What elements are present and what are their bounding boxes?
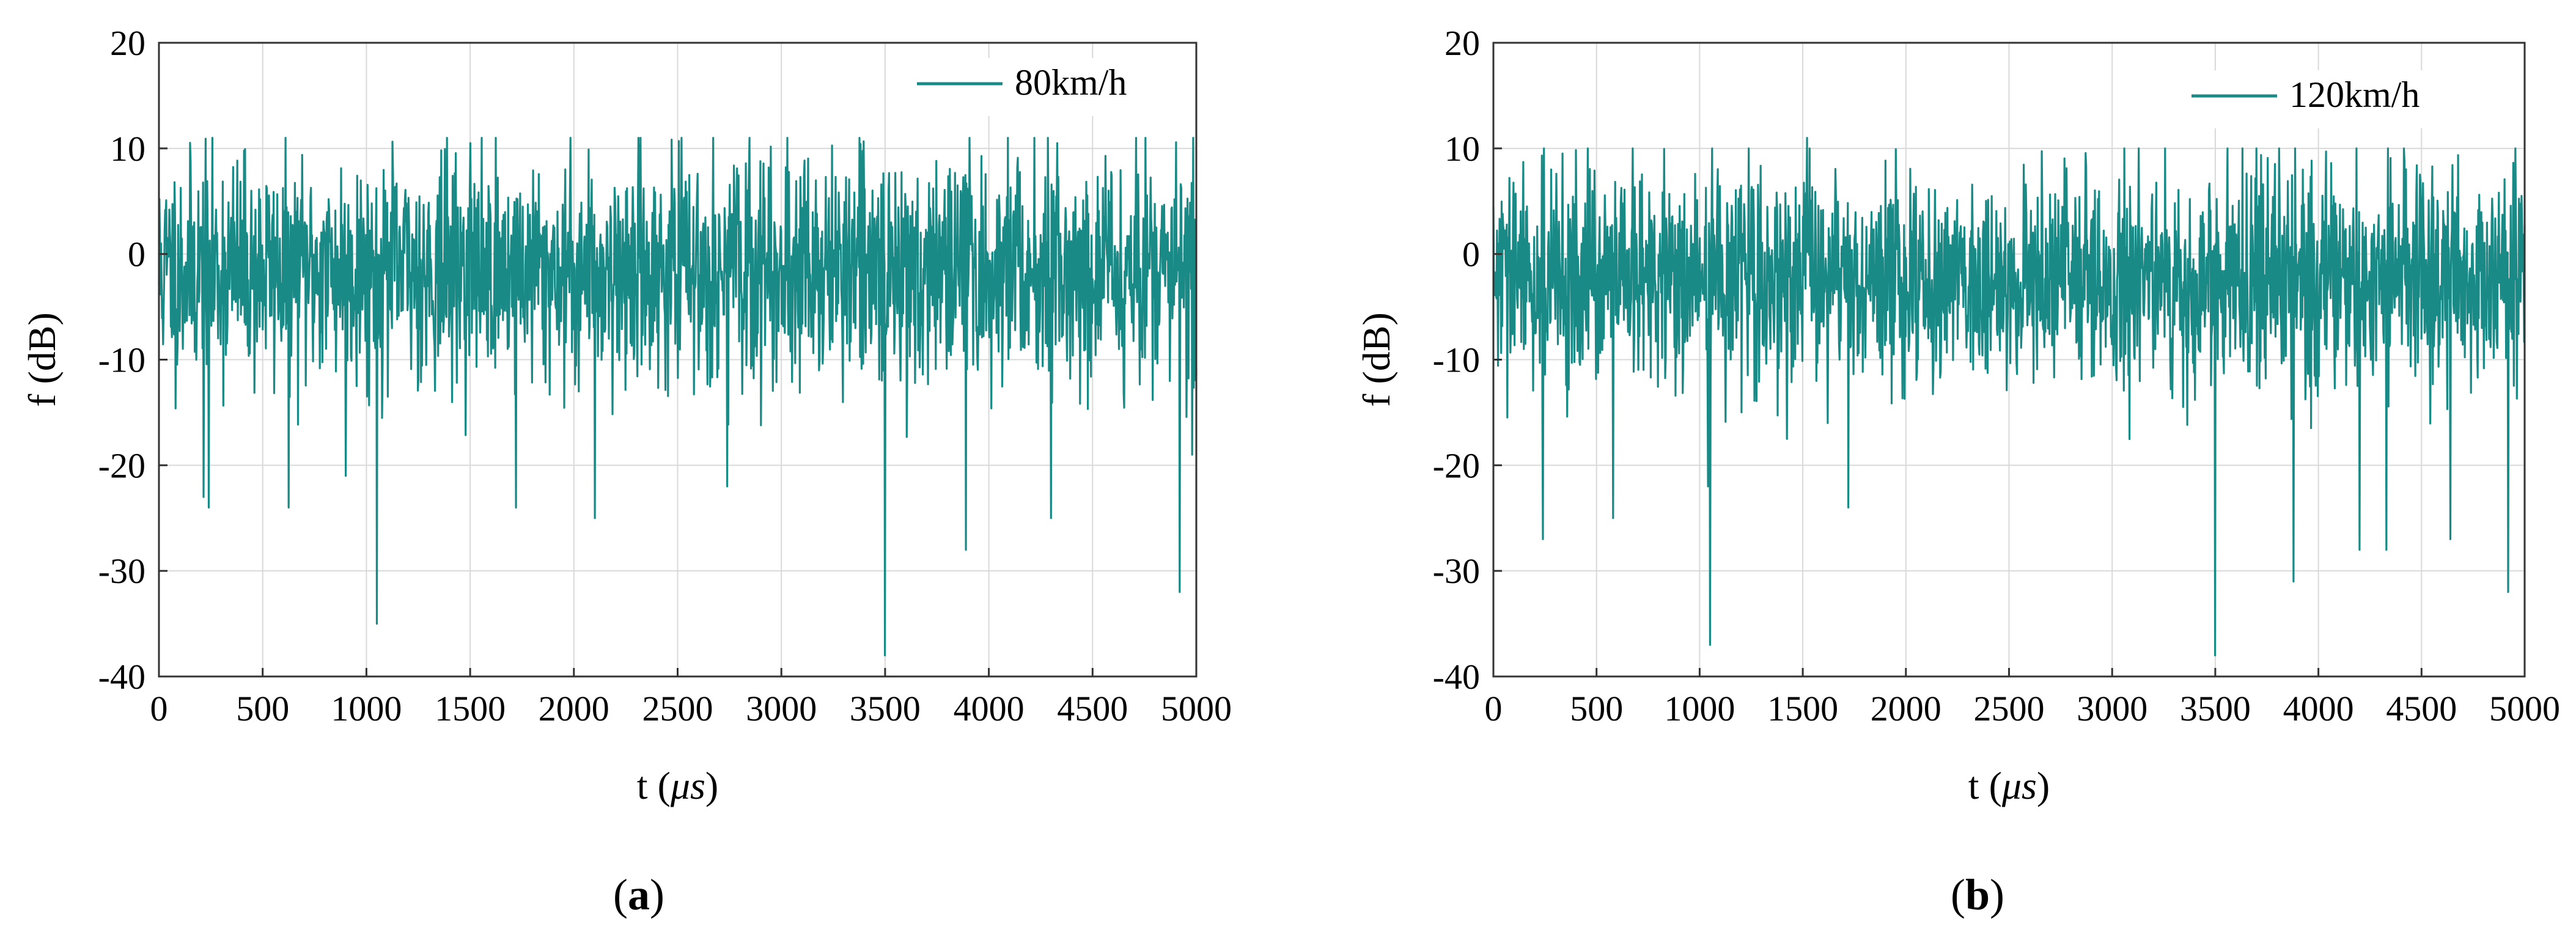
chart-a-xtick-label-3: 1500 <box>435 689 506 728</box>
chart-a-ytick-label-3: -10 <box>98 340 145 380</box>
chart-panel-b: 120km/h 0 500 1000 1500 2000 2500 3000 3500 4000 4… <box>1355 23 2560 807</box>
caption-close-b: ) <box>1990 870 2004 919</box>
chart-a-legend-label: 80km/h <box>1015 62 1127 103</box>
chart-b-ytick-label-5: -30 <box>1433 551 1480 591</box>
chart-b-legend-label: 120km/h <box>2289 75 2420 115</box>
chart-a-ytick-label-4: -20 <box>98 446 145 485</box>
chart-a-ytick-label-1: 10 <box>110 129 145 169</box>
chart-b-ytick-label-1: 10 <box>1444 129 1480 169</box>
chart-b-xtick-label-9: 4500 <box>2386 689 2457 728</box>
chart-b-xtick-label-7: 3500 <box>2180 689 2251 728</box>
chart-a-xtick-label-6: 3000 <box>746 689 817 728</box>
chart-a-xtick-label-7: 3500 <box>850 689 921 728</box>
caption-open-b: ( <box>1951 870 1965 919</box>
chart-b-legend: 120km/h <box>2173 70 2512 128</box>
chart-b-ytick-label-2: 0 <box>1462 235 1480 274</box>
chart-a-ytick-label-6: -40 <box>98 657 145 697</box>
chart-b-x-axis-label-prefix: t ( <box>1968 764 2002 807</box>
chart-panel-a: 80km/h 0 500 1000 1500 2000 2500 3000 3500 4000 45… <box>20 23 1232 807</box>
chart-a-x-axis-label-unit: μs <box>670 764 705 807</box>
chart-a-series-line-0 <box>158 137 1198 656</box>
chart-a-xtick-label-10: 5000 <box>1161 689 1232 728</box>
panel-caption-b: (b) <box>1951 870 2004 919</box>
caption-letter-b: b <box>1965 870 1990 919</box>
chart-b-xtick-label-5: 2500 <box>1974 689 2045 728</box>
chart-b-xtick-label-10: 5000 <box>2489 689 2560 728</box>
chart-b-x-axis-label-suffix: ) <box>2037 764 2050 807</box>
chart-a-legend-box <box>899 58 1184 116</box>
chart-b-xtick-label-1: 500 <box>1570 689 1623 728</box>
chart-a-xtick-label-5: 2500 <box>642 689 713 728</box>
chart-b-y-axis-label: f (dB) <box>1355 312 1398 407</box>
chart-b-ytick-label-0: 20 <box>1444 23 1480 63</box>
chart-a-x-axis-label-prefix: t ( <box>637 764 671 807</box>
chart-a-xtick-label-9: 4500 <box>1057 689 1128 728</box>
chart-b-series-line-0 <box>1492 137 2526 656</box>
chart-a-x-axis-label: t (μs) <box>637 764 718 807</box>
panel-caption-a: (a) <box>613 870 664 919</box>
chart-b-ytick-label-6: -40 <box>1433 657 1480 697</box>
caption-open-a: ( <box>613 870 628 919</box>
chart-a-y-axis-label: f (dB) <box>20 312 64 407</box>
chart-a-x-axis-label-suffix: ) <box>705 764 718 807</box>
caption-close-a: ) <box>650 870 664 919</box>
chart-b-ytick-label-3: -10 <box>1433 340 1480 380</box>
chart-b-xtick-label-6: 3000 <box>2077 689 2147 728</box>
chart-b-legend-box <box>2173 70 2512 128</box>
chart-a-xtick-label-2: 1000 <box>331 689 402 728</box>
chart-b-x-axis-label: t (μs) <box>1968 764 2050 807</box>
chart-a-xtick-label-1: 500 <box>236 689 289 728</box>
chart-b-xtick-label-3: 1500 <box>1767 689 1838 728</box>
chart-b-xtick-label-4: 2000 <box>1871 689 1941 728</box>
chart-a-xtick-label-8: 4000 <box>954 689 1025 728</box>
chart-b-ytick-label-4: -20 <box>1433 446 1480 485</box>
chart-b-xtick-label-8: 4000 <box>2283 689 2354 728</box>
chart-a-ytick-label-2: 0 <box>128 235 145 274</box>
chart-b-xtick-label-2: 1000 <box>1664 689 1735 728</box>
chart-b-x-axis-label-unit: μs <box>2001 764 2037 807</box>
chart-a-legend: 80km/h <box>899 58 1184 116</box>
chart-a-xtick-label-0: 0 <box>150 689 168 728</box>
chart-a-xtick-label-4: 2000 <box>539 689 609 728</box>
chart-b-xtick-label-0: 0 <box>1485 689 1503 728</box>
caption-letter-a: a <box>628 870 650 919</box>
chart-a-ytick-label-0: 20 <box>110 23 145 63</box>
chart-a-ytick-label-5: -30 <box>98 551 145 591</box>
